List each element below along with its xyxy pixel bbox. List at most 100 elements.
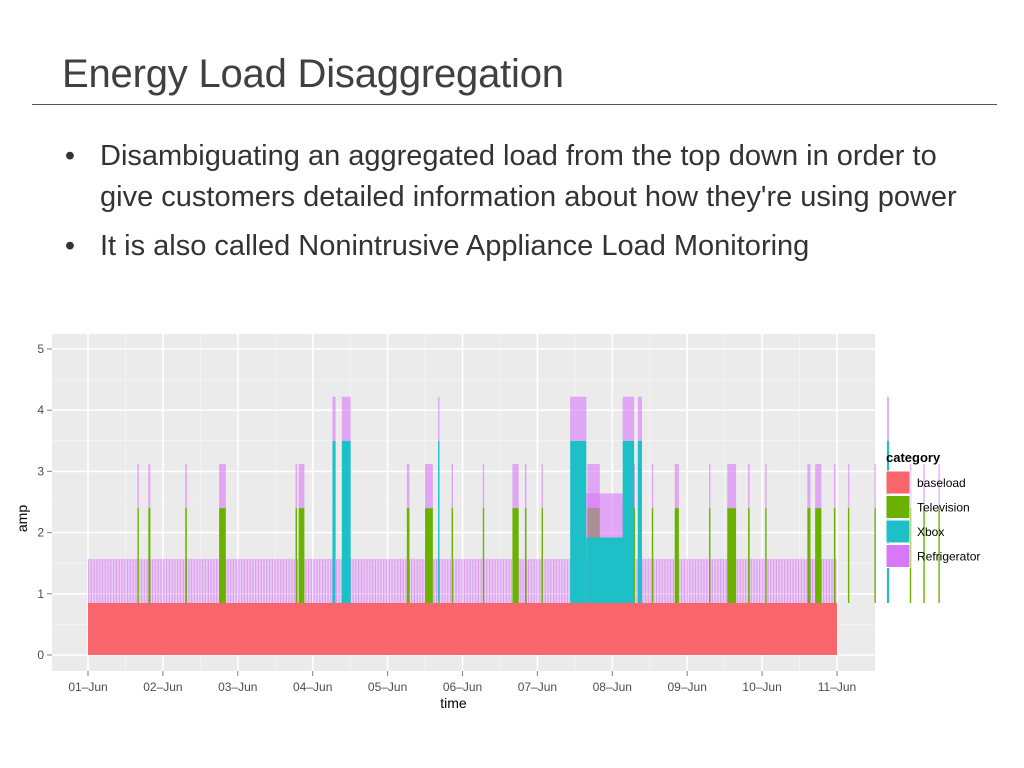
refrigerator-spike (758, 558, 760, 603)
television-area-refrigerator-cap (874, 464, 876, 509)
refrigerator-spike (326, 558, 328, 603)
refrigerator-spike (340, 558, 342, 603)
refrigerator-spike (393, 558, 395, 603)
refrigerator-spike (111, 558, 113, 603)
refrigerator-spike (336, 558, 338, 603)
television-area-refrigerator-cap (727, 464, 737, 509)
refrigerator-spike (520, 558, 522, 603)
refrigerator-spike (264, 558, 266, 603)
refrigerator-spike (481, 558, 483, 603)
legend-label: Refrigerator (917, 550, 980, 564)
television-area (425, 508, 433, 603)
refrigerator-spike (195, 558, 197, 603)
refrigerator-spike (261, 558, 263, 603)
refrigerator-spike (283, 558, 284, 603)
television-area (148, 508, 151, 603)
refrigerator-spike (189, 558, 191, 603)
refrigerator-spike (812, 558, 813, 603)
refrigerator-spike (810, 558, 812, 603)
refrigerator-spike (499, 558, 501, 603)
refrigerator-spike (184, 558, 186, 603)
refrigerator-spike (231, 558, 233, 603)
refrigerator-spike (181, 558, 183, 603)
refrigerator-spike (446, 558, 448, 603)
y-tick-label: 2 (37, 526, 44, 540)
refrigerator-spike (504, 558, 506, 603)
refrigerator-spike (102, 558, 103, 603)
refrigerator-spike (309, 558, 311, 603)
refrigerator-spike (192, 558, 194, 603)
refrigerator-spike (178, 558, 180, 603)
refrigerator-spike (269, 558, 270, 603)
refrigerator-spike (655, 558, 657, 603)
refrigerator-spike (543, 558, 545, 603)
refrigerator-spike (329, 558, 331, 603)
refrigerator-spike (492, 558, 494, 603)
refrigerator-spike (88, 558, 89, 603)
refrigerator-spike (156, 558, 158, 603)
refrigerator-spike (783, 558, 785, 603)
refrigerator-spike (322, 558, 323, 603)
legend-swatch (885, 544, 911, 568)
refrigerator-spike (507, 558, 509, 603)
y-tick-label: 1 (37, 587, 44, 601)
refrigerator-spike (112, 558, 114, 603)
refrigerator-spike (315, 558, 317, 603)
refrigerator-spike (485, 558, 487, 603)
refrigerator-spike (743, 558, 745, 603)
refrigerator-spike (117, 558, 119, 603)
television-area (765, 508, 767, 603)
refrigerator-spike (161, 558, 163, 603)
refrigerator-spike (170, 558, 172, 603)
refrigerator-spike (777, 558, 779, 603)
refrigerator-spike (797, 558, 799, 603)
refrigerator-spike (835, 558, 837, 603)
refrigerator-spike (105, 558, 107, 603)
bullet-list: • Disambiguating an aggregated load from… (60, 136, 990, 275)
refrigerator-spike (123, 558, 125, 603)
refrigerator-spike (476, 558, 478, 603)
refrigerator-spike (248, 558, 250, 603)
refrigerator-spike (510, 558, 512, 603)
refrigerator-spike (474, 558, 476, 603)
refrigerator-spike (373, 558, 375, 603)
refrigerator-spike (827, 558, 829, 603)
refrigerator-spike (409, 558, 411, 603)
refrigerator-spike (131, 558, 133, 603)
refrigerator-spike (382, 558, 384, 603)
refrigerator-spike (106, 558, 108, 603)
refrigerator-spike (281, 558, 283, 603)
refrigerator-spike (701, 558, 703, 603)
bullet-item: • It is also called Nonintrusive Applian… (60, 226, 990, 267)
refrigerator-spike (337, 558, 339, 603)
refrigerator-spike (217, 558, 219, 603)
refrigerator-spike (153, 558, 155, 603)
refrigerator-spike (548, 558, 550, 603)
legend: category baseload Television Xbox Refrigerat… (885, 450, 980, 568)
refrigerator-spike (144, 558, 146, 603)
refrigerator-spike (92, 558, 94, 603)
refrigerator-spike (776, 558, 778, 603)
refrigerator-spike (659, 558, 661, 603)
refrigerator-spike (821, 558, 823, 603)
refrigerator-spike (501, 558, 503, 603)
refrigerator-spike (176, 558, 178, 603)
refrigerator-spike (523, 558, 525, 603)
xbox-area-refrigerator-cap (438, 396, 440, 441)
refrigerator-spike (660, 558, 662, 603)
y-tick-label: 0 (37, 648, 44, 662)
baseload-area (88, 602, 837, 655)
x-tick-label: 11–Jun (818, 680, 856, 694)
refrigerator-spike (276, 558, 278, 603)
refrigerator-spike (240, 558, 242, 603)
refrigerator-spike (203, 558, 205, 603)
refrigerator-spike (465, 558, 467, 603)
refrigerator-spike (306, 558, 308, 603)
y-tick-label: 4 (37, 403, 44, 417)
refrigerator-spike (495, 558, 497, 603)
refrigerator-spike (267, 558, 269, 603)
television-area-refrigerator-cap (541, 464, 543, 509)
refrigerator-spike (253, 558, 255, 603)
refrigerator-spike (194, 558, 196, 603)
refrigerator-spike (657, 558, 659, 603)
